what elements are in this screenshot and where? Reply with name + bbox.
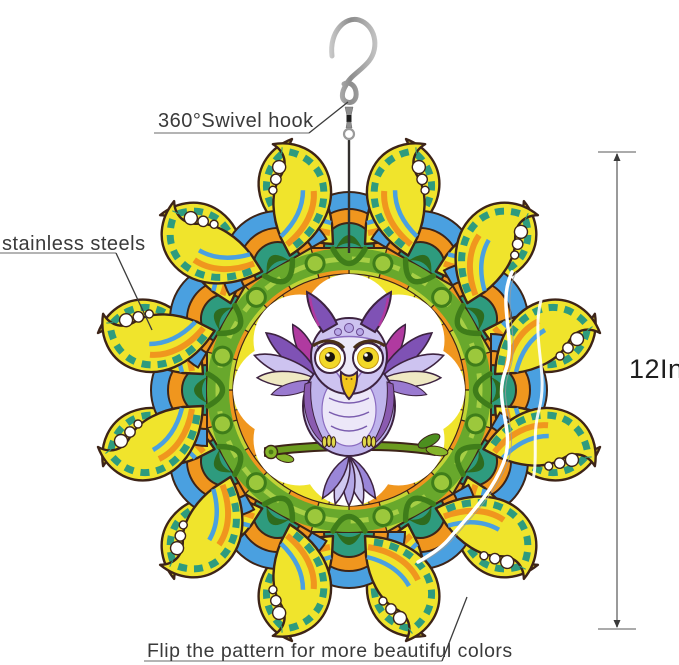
vine-chevron [454,302,482,337]
vine-chevron [472,371,493,409]
owl-right-eye [352,341,384,374]
vine-highlight [215,256,483,524]
vine-chevron [216,443,244,478]
vine-loop [431,286,453,308]
vine-loop [431,472,453,494]
vine-ring [205,246,493,534]
owl-right-foot [361,434,377,448]
arrow-down-icon [613,620,621,628]
vine-loop [372,506,394,528]
vine-loop [245,286,267,308]
material-label: stainless steels [2,233,146,255]
hook-leader-line [308,101,349,134]
vine-loop [211,345,233,367]
vine-chevron [261,495,296,523]
hook-label: 360°Swivel hook [158,110,314,132]
vine-loop [245,472,267,494]
owl-body-feather-right [370,381,395,447]
vine-chevron [330,513,368,534]
swivel-hook [329,16,378,141]
swivel-ring [342,127,356,141]
spinner-mandala [86,127,611,652]
owl-beak [339,369,359,401]
vine-chevron [216,302,244,337]
vine-chevron [261,257,296,285]
owl-graphic [250,290,449,508]
size-label: 12In [629,354,679,384]
flip-leader-line [441,596,468,662]
vine-chevron [402,495,437,523]
material-leader-line [115,252,153,331]
vine-loop [372,252,394,274]
vine-chevron [205,371,226,409]
vine-chevron [402,257,437,285]
spiral-cut-lines [416,270,544,564]
dimension-line-12in [598,151,636,630]
vine-loop [465,413,487,435]
owl-body-feather-left [303,381,328,447]
owl-tail [321,454,377,508]
vine-loop [304,506,326,528]
flip-label: Flip the pattern for more beautiful colo… [147,640,513,662]
owl-left-foot [321,434,337,448]
vine-chevron [330,246,368,267]
callout-lines [0,101,468,662]
vine-loop [465,345,487,367]
owl-left-eye [314,341,346,374]
arrow-up-icon [613,153,621,161]
vine-loop [211,413,233,435]
vine-loop [304,252,326,274]
vine-chevron [454,443,482,478]
